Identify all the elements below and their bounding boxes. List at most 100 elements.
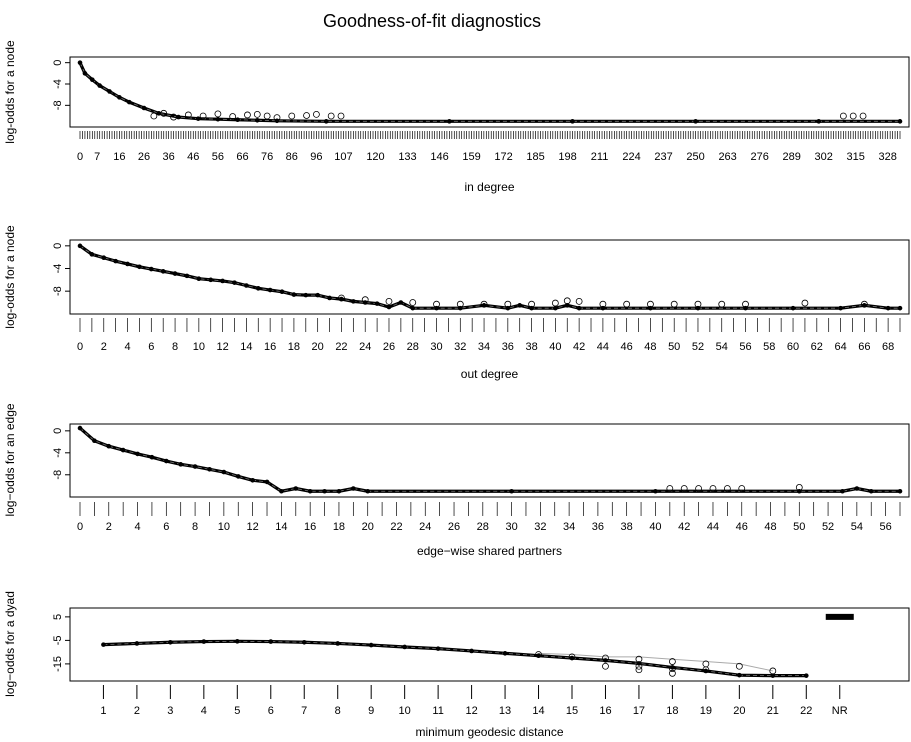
x-tick-label: 16 bbox=[264, 341, 276, 353]
x-tick-label: 22 bbox=[390, 521, 402, 533]
x-tick-label: 16 bbox=[599, 705, 611, 717]
data-point bbox=[374, 301, 380, 306]
outlier-point bbox=[409, 299, 417, 306]
x-tick-label: 263 bbox=[718, 151, 736, 163]
data-point bbox=[141, 105, 147, 111]
x-tick-label: 46 bbox=[736, 521, 748, 533]
outlier-point bbox=[680, 485, 688, 492]
x-tick-label: 16 bbox=[304, 521, 316, 533]
data-point bbox=[90, 77, 95, 83]
y-axis-label: log-odds for a node bbox=[3, 40, 17, 144]
x-tick-label: 22 bbox=[800, 705, 812, 717]
simulated-mean-line bbox=[79, 62, 900, 122]
data-point bbox=[291, 292, 297, 297]
data-point bbox=[254, 117, 260, 123]
outlier-point bbox=[337, 112, 345, 120]
plot-frame bbox=[69, 56, 910, 128]
x-tick-label: 3 bbox=[167, 705, 173, 717]
data-point bbox=[137, 264, 142, 270]
x-tick-label: 44 bbox=[597, 341, 609, 353]
x-tick-label: 76 bbox=[261, 151, 273, 163]
data-point bbox=[803, 673, 809, 678]
x-tick-label: 211 bbox=[591, 151, 609, 163]
data-point bbox=[178, 462, 184, 467]
x-tick-label: 14 bbox=[275, 521, 287, 533]
y-axis-label: log−odds for a dyad bbox=[3, 591, 17, 697]
data-point bbox=[570, 119, 575, 124]
outlier-point bbox=[160, 109, 168, 117]
x-tick-label: 17 bbox=[633, 705, 645, 717]
data-point bbox=[564, 303, 570, 308]
x-tick-label: 58 bbox=[763, 341, 775, 353]
outlier-point bbox=[623, 300, 631, 308]
outlier-point bbox=[635, 666, 643, 674]
x-tick-label: 52 bbox=[692, 341, 704, 353]
data-point bbox=[339, 296, 344, 302]
data-point bbox=[77, 243, 83, 249]
x-tick-label: 302 bbox=[814, 151, 832, 163]
data-point bbox=[244, 283, 249, 288]
data-point bbox=[176, 114, 181, 120]
data-point bbox=[168, 639, 173, 645]
x-tick-label: 120 bbox=[366, 151, 384, 163]
x-tick-label: 276 bbox=[750, 151, 768, 163]
data-point bbox=[323, 119, 329, 124]
y-tick-label: 5 bbox=[52, 614, 64, 620]
data-point bbox=[517, 303, 523, 308]
x-tick-label: 46 bbox=[187, 151, 199, 163]
data-point bbox=[221, 469, 227, 475]
x-tick-label: 38 bbox=[525, 341, 537, 353]
x-tick-label: 56 bbox=[739, 341, 751, 353]
outlier-point bbox=[839, 112, 847, 120]
x-tick-label: 185 bbox=[526, 151, 544, 163]
outlier-point bbox=[535, 651, 542, 658]
x-axis-label: out degree bbox=[461, 367, 519, 381]
x-axis-label: in degree bbox=[464, 180, 514, 194]
x-tick-label: 224 bbox=[622, 151, 640, 163]
x-tick-label: 250 bbox=[686, 151, 704, 163]
outlier-point bbox=[150, 112, 158, 120]
observed-series-line bbox=[78, 426, 900, 493]
data-point bbox=[255, 286, 261, 291]
outlier-point bbox=[735, 662, 743, 670]
x-tick-label: 107 bbox=[334, 151, 352, 163]
data-point bbox=[184, 273, 190, 279]
outlier-point bbox=[327, 112, 335, 120]
x-tick-label: 40 bbox=[649, 521, 661, 533]
data-point bbox=[89, 252, 95, 257]
x-tick-label: 2 bbox=[134, 705, 140, 717]
data-point bbox=[101, 642, 106, 647]
data-point bbox=[447, 119, 452, 124]
x-tick-label: 34 bbox=[563, 521, 575, 533]
data-point bbox=[293, 486, 299, 491]
x-tick-label: 10 bbox=[399, 705, 411, 717]
data-point bbox=[816, 119, 822, 124]
x-tick-label: 5 bbox=[234, 705, 240, 717]
data-point bbox=[279, 289, 285, 295]
simulation-band-line bbox=[538, 652, 773, 672]
data-point bbox=[149, 266, 154, 272]
x-tick-label: 28 bbox=[477, 521, 489, 533]
x-tick-label: 40 bbox=[549, 341, 561, 353]
x-axis-label: minimum geodesic distance bbox=[415, 725, 563, 739]
data-point bbox=[509, 488, 514, 494]
x-tick-label: 32 bbox=[534, 521, 546, 533]
x-tick-label: 21 bbox=[767, 705, 779, 717]
x-tick-label: 18 bbox=[333, 521, 345, 533]
x-tick-label: 50 bbox=[793, 521, 805, 533]
outlier-point bbox=[214, 110, 222, 118]
x-tick-label: 14 bbox=[240, 341, 252, 353]
data-point bbox=[235, 117, 240, 123]
data-point bbox=[897, 488, 903, 494]
outlier-point bbox=[273, 114, 281, 121]
outlier-point bbox=[795, 484, 803, 491]
data-point bbox=[126, 99, 132, 105]
x-tick-label: 172 bbox=[494, 151, 512, 163]
outlier-point bbox=[669, 665, 676, 672]
y-tick-label: -15 bbox=[52, 656, 64, 672]
outlier-point bbox=[288, 112, 296, 120]
observed-series-line bbox=[79, 244, 900, 310]
x-tick-label: 62 bbox=[811, 341, 823, 353]
y-tick-label: -8 bbox=[52, 100, 64, 110]
x-tick-label: 26 bbox=[138, 151, 150, 163]
